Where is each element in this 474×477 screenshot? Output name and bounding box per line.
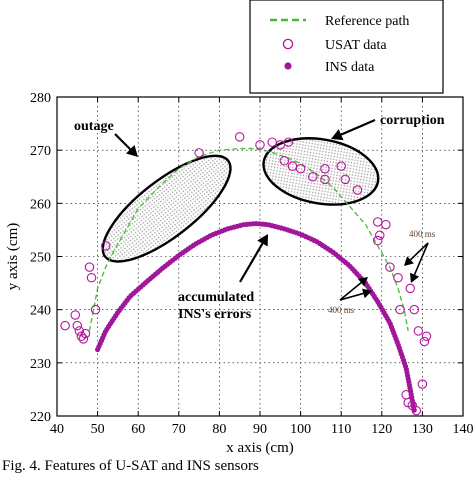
legend-label: INS data [325,60,375,75]
usat-data-point [385,262,395,272]
x-tick-label: 110 [331,422,351,437]
legend-label: Reference path [325,14,409,29]
annotation-ins-errors: INS's errors [178,307,252,322]
usat-data-point [375,230,385,240]
usat-data-point [84,262,95,272]
annotation-corruption: corruption [380,113,445,128]
usat-data-point [283,137,294,147]
x-axis-label: x axis (cm) [226,440,293,456]
usat-data-point [295,164,306,174]
annotation-outage: outage [74,119,114,134]
x-tick-label: 80 [212,422,226,437]
usat-data-point [80,328,91,339]
usat-data-point [320,164,330,174]
400ms-arrow-head [361,288,372,299]
y-tick-label: 230 [30,357,51,372]
usat-data-point [279,156,290,166]
usat-data-point [413,326,424,336]
legend-swatch-usat-data [282,38,294,50]
corruption-arrow-head [331,129,344,141]
scatter-chart: 40 50 60 70 80 90 100 110 120 130 140 220 230 240 250 2… [5,0,474,456]
annotation-400ms-lower: 400 ms [328,305,355,315]
400ms-arrow-head [409,272,420,283]
x-tick-label: 140 [453,422,474,437]
400ms-arrow [409,242,429,261]
x-tick-label: 40 [50,422,64,437]
legend-swatch-ins-data [284,62,292,70]
usat-data-point [86,273,97,283]
usat-data-point [74,326,85,336]
usat-data-point [419,336,430,347]
figure-caption: Fig. 4. Features of U-SAT and INS sensor… [2,458,259,474]
usat-data-point [421,331,432,341]
outage-arrow-head [125,144,138,157]
usat-data-point [372,235,383,246]
y-tick-label: 260 [30,197,51,212]
annotation-accumulated: accumulated [178,290,254,305]
400ms-arrow [413,242,429,276]
usat-data-point [70,310,81,320]
annotation-400ms-upper: 400 ms [409,229,436,239]
usat-data-point [320,174,330,185]
usat-data-point [381,219,391,230]
usat-data-point [411,405,422,416]
usat-data-point [255,140,265,150]
usat-data-point [78,334,89,344]
x-tick-label: 120 [371,422,392,437]
400ms-arrow-head [404,256,414,266]
x-tick-label: 100 [290,422,311,437]
usat-data-point [352,185,363,195]
x-tick-label: 60 [131,422,145,437]
usat-data-point [393,273,403,283]
usat-data-point [234,132,245,142]
400ms-arrow [339,292,364,301]
usat-data-point [372,217,383,227]
usat-data-point [417,379,428,389]
y-axis-label: y axis (cm) [5,223,21,290]
usat-data-point [72,320,83,331]
usat-data-point [336,161,346,171]
y-tick-label: 280 [30,91,51,106]
x-tick-label: 50 [91,422,105,437]
x-tick-label: 130 [412,422,433,437]
400ms-arrow-head [357,277,368,287]
usat-data-point [395,304,405,315]
y-tick-label: 270 [30,144,51,159]
legend-label: USAT data [325,38,387,53]
ins-errors-arrow-head [257,234,268,247]
usat-data-point [308,172,318,182]
legend-box [249,0,444,94]
ins-errors-arrow [239,242,264,283]
usat-data-point [340,174,351,185]
400ms-arrow [339,282,362,301]
x-tick-label: 70 [172,422,186,437]
x-tick-label: 90 [253,422,267,437]
y-tick-label: 220 [30,410,51,425]
corruption-arrow [340,118,376,136]
usat-data-point [267,137,277,147]
usat-data-point [409,304,420,315]
reference-path-line [88,147,409,332]
usat-data-point [100,241,111,251]
y-tick-label: 250 [30,251,51,266]
outage-arrow [114,133,131,150]
usat-data-point [194,148,204,158]
usat-data-point [405,283,415,294]
corruption-ellipse [262,137,380,206]
y-tick-label: 240 [30,304,51,319]
usat-data-point [60,320,70,331]
outage-ellipse [101,154,232,263]
usat-data-point [90,304,101,315]
